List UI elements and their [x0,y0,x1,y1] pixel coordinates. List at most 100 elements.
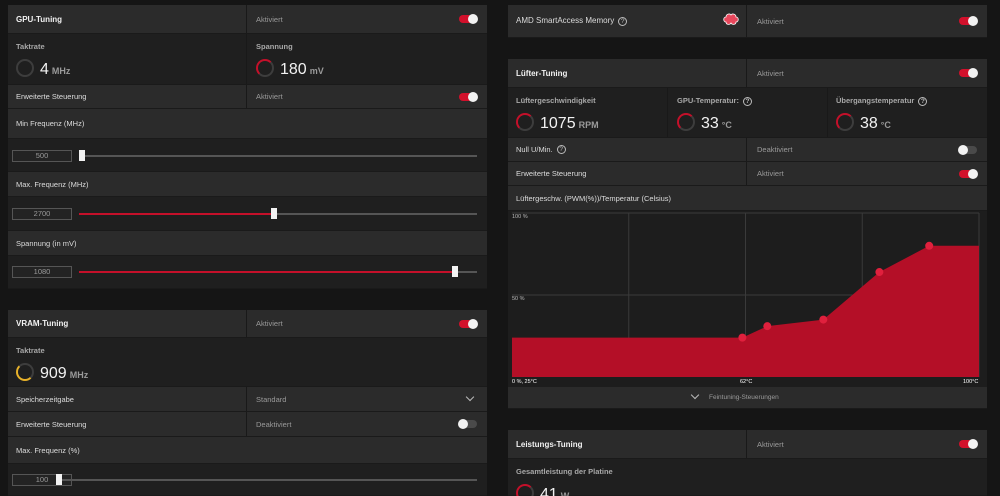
fan-speed-label: Lüftergeschwindigkeit [516,96,596,105]
fan-speed-value: 1075 [540,115,576,132]
junction-temp-value: 38 [860,115,878,132]
fan-curve-point[interactable] [738,333,747,342]
gpu-min-freq-input[interactable]: 500 [12,150,72,162]
vram-max-freq-track[interactable] [56,479,477,481]
gpu-temp-unit: °C [721,120,732,130]
power-tuning-title: Leistungs-Tuning [516,439,583,449]
gpu-max-freq-fill [79,213,274,215]
fan-metrics-row: Lüftergeschwindigkeit 1075 RPM GPU-Tempe… [508,88,987,138]
gpu-tuning-header: GPU-Tuning Aktiviert [8,5,487,34]
gpu-min-freq-label: Min Frequenz (MHz) [16,119,85,128]
fan-speed-gauge [516,113,534,131]
zero-rpm-toggle[interactable] [958,144,977,155]
sam-row: AMD SmartAccess Memory? Aktiviert [508,5,987,38]
fan-tuning-title: Lüfter-Tuning [516,68,568,78]
vram-max-freq-slider-row: 100 [8,464,487,496]
smart-access-memory-panel: AMD SmartAccess Memory? Aktiviert [508,5,987,38]
fan-tuning-panel: Lüfter-Tuning Aktiviert Lüftergeschwindi… [508,59,987,409]
gpu-voltage-mv-input[interactable]: 1080 [12,266,72,278]
gpu-temp-metric: 33 °C [677,110,732,133]
gpu-max-freq-slider-row: 2700 [8,197,487,231]
fan-tuning-header: Lüfter-Tuning Aktiviert [508,59,987,88]
info-icon[interactable]: ? [618,16,628,26]
gpu-clock-metric: 4 MHz [16,56,70,79]
power-tuning-panel: Leistungs-Tuning Aktiviert Gesamtleistun… [508,430,987,496]
power-tuning-header: Leistungs-Tuning Aktiviert [508,430,987,459]
gpu-voltage-value: 180 [280,61,307,78]
vram-max-freq-thumb[interactable] [56,474,62,485]
gpu-min-freq-track[interactable] [79,155,477,157]
fan-curve-chart[interactable]: 100 % 50 % 0 %, 25°C 62°C 100°C [508,211,987,387]
gpu-advanced-status: Aktiviert [256,92,283,101]
vram-max-freq-label: Max. Frequenz (%) [16,445,80,455]
board-power-gauge [516,484,534,496]
gpu-voltage-mv-label-row: Spannung (in mV) [8,231,487,256]
gpu-max-freq-thumb[interactable] [271,208,277,219]
fan-curve-point[interactable] [925,241,934,250]
vram-clock-unit: MHz [69,370,89,380]
gpu-voltage-mv-thumb[interactable] [452,266,458,277]
fan-curve-point[interactable] [819,315,828,324]
gpu-temp-gauge [677,113,695,131]
fine-tune-row[interactable]: Feintuning-Steuerungen [508,387,987,409]
sam-toggle[interactable] [959,16,978,26]
gpu-max-freq-label-row: Max. Frequenz (MHz) [8,172,487,197]
info-icon[interactable]: ? [556,145,566,155]
power-metrics-row: Gesamtleistung der Platine 41 W [508,459,987,496]
gpu-max-freq-track[interactable] [79,213,477,215]
fan-tuning-toggle[interactable] [959,68,978,78]
fan-advanced-toggle[interactable] [959,168,978,179]
gpu-voltage-gauge [256,59,274,77]
gpu-clock-unit: MHz [51,66,71,76]
gpu-clock-label: Taktrate [16,42,45,51]
fine-tune-label[interactable]: Feintuning-Steuerungen [709,394,779,401]
fan-curve-chart-area: 100 % 50 % 0 %, 25°C 62°C 100°C [508,211,987,387]
zero-rpm-label-text: Null U/Min. [516,144,553,154]
vram-tuning-panel: VRAM-Tuning Aktiviert Taktrate 909 MHz S… [8,310,487,496]
fan-curve-point[interactable] [763,322,772,331]
fan-curve-point[interactable] [875,268,884,277]
gpu-clock-value: 4 [40,61,49,78]
fan-tuning-status: Aktiviert [757,68,784,78]
gpu-temp-label: GPU-Temperatur:? [677,96,752,106]
x-tick-100: 100°C [963,379,978,385]
vram-clock-metric: 909 MHz [16,360,88,383]
vram-advanced-label: Erweiterte Steuerung [16,419,87,429]
vram-tuning-toggle[interactable] [459,318,478,329]
info-icon[interactable]: ? [742,96,752,106]
gpu-voltage-unit: mV [309,66,324,76]
vram-timing-row[interactable]: Speicherzeitgabe Standard [8,387,487,412]
junction-temp-label: Übergangstemperatur? [836,96,928,106]
info-icon[interactable]: ? [918,96,928,106]
gpu-metrics-row: Taktrate 4 MHz Spannung 180 mV [8,34,487,85]
sam-label: AMD SmartAccess Memory? [516,16,628,26]
gpu-advanced-label: Erweiterte Steuerung [16,92,87,101]
gpu-clock-gauge [16,59,34,77]
vram-tuning-status: Aktiviert [256,319,283,328]
fan-curve-label-row: Lüftergeschw. (PWM(%))/Temperatur (Celsi… [508,186,987,211]
gpu-tuning-title: GPU-Tuning [16,14,63,24]
gpu-max-freq-input[interactable]: 2700 [12,208,72,220]
fan-curve-label: Lüftergeschw. (PWM(%))/Temperatur (Celsi… [516,193,672,203]
gpu-min-freq-thumb[interactable] [79,150,85,161]
vram-timing-label: Speicherzeitgabe [16,394,74,404]
gpu-advanced-row: Erweiterte Steuerung Aktiviert [8,85,487,109]
gpu-advanced-toggle[interactable] [459,91,478,102]
junction-temp-gauge [836,113,854,131]
gpu-tuning-toggle[interactable] [459,14,478,24]
origin-tick: 0 %, 25°C [512,379,537,385]
gpu-voltage-label: Spannung [256,42,293,51]
y-tick-50: 50 % [512,296,525,302]
power-tuning-status: Aktiviert [757,439,784,449]
sam-status: Aktiviert [757,16,784,26]
chevron-down-icon[interactable] [690,390,700,400]
chevron-down-icon[interactable] [465,392,475,402]
sam-label-text: AMD SmartAccess Memory [516,16,615,26]
vram-timing-value[interactable]: Standard [256,394,287,404]
power-tuning-toggle[interactable] [959,439,978,449]
gpu-tuning-status: Aktiviert [256,14,283,24]
vram-max-freq-label-row: Max. Frequenz (%) [8,437,487,464]
board-power-label: Gesamtleistung der Platine [516,467,613,476]
gpu-voltage-mv-fill [79,271,455,273]
vram-advanced-toggle[interactable] [458,419,477,429]
